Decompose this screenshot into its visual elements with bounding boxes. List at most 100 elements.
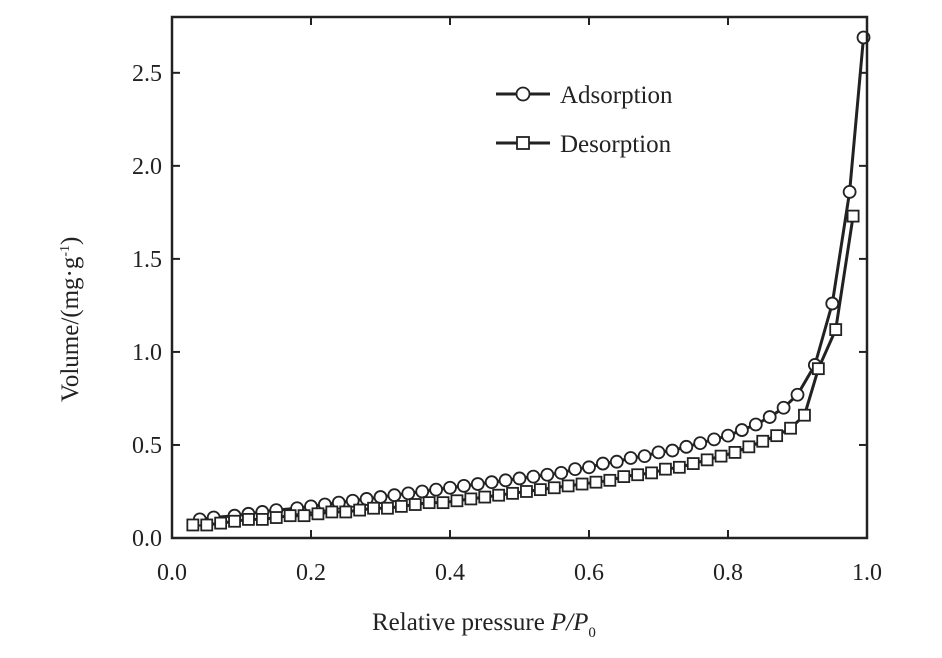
data-point-desorption (367, 501, 380, 515)
data-point-desorption (659, 462, 672, 476)
data-point-desorption (589, 475, 603, 489)
data-point-desorption (700, 453, 714, 467)
data-point-adsorption (582, 460, 596, 475)
data-point-adsorption (470, 477, 485, 491)
data-point-desorption (436, 496, 450, 510)
data-point-desorption (422, 496, 436, 510)
x-axis-title-text: Relative pressure (372, 609, 545, 636)
y-tick-label: 1.0 (132, 340, 162, 366)
y-tick-label: 0.0 (132, 526, 162, 552)
y-axis-title: Volume/(mg·g-1) (57, 237, 84, 402)
data-point-adsorption (596, 456, 610, 471)
data-point-adsorption (665, 443, 680, 458)
data-point-adsorption (540, 467, 555, 482)
x-tick-label: 0.6 (574, 560, 604, 586)
legend-label-desorption: Desorption (560, 131, 672, 158)
data-point-desorption (770, 429, 784, 443)
y-tick-label: 2.0 (132, 154, 162, 180)
data-point-adsorption (609, 454, 624, 469)
data-point-desorption (756, 434, 770, 448)
y-axis-title-superscript: -1 (58, 245, 73, 257)
x-tick-label: 0.8 (713, 560, 743, 586)
data-point-adsorption (443, 480, 457, 495)
data-point-adsorption (776, 400, 791, 415)
data-point-adsorption (415, 484, 430, 499)
data-point-desorption (478, 490, 492, 504)
data-point-desorption (242, 512, 255, 526)
data-point-adsorption (401, 486, 416, 501)
data-point-adsorption (825, 296, 840, 311)
data-point-adsorption (526, 469, 541, 484)
y-tick-label: 0.5 (132, 433, 162, 459)
x-tick-label: 0.4 (435, 560, 465, 586)
series-layer (186, 30, 871, 532)
data-point-adsorption (693, 436, 708, 451)
tick-labels: 0.0 0.2 0.4 0.6 0.8 1.0 0.0 0.5 1.0 1.5 2.0 2.5 (132, 61, 882, 586)
data-point-desorption (311, 507, 325, 521)
data-point-desorption (603, 473, 617, 487)
data-point-desorption (325, 505, 339, 519)
data-point-desorption (450, 494, 464, 508)
legend-item-desorption: Desorption (496, 131, 672, 158)
data-point-adsorption (679, 439, 694, 454)
data-point-desorption (464, 492, 478, 506)
data-point-desorption (728, 446, 742, 459)
data-point-desorption (829, 323, 843, 337)
data-point-desorption (381, 501, 394, 515)
data-point-desorption (339, 505, 353, 519)
data-point-desorption (561, 479, 575, 493)
data-point-desorption (714, 449, 728, 463)
data-point-adsorption (637, 449, 652, 464)
x-tick-label: 0.2 (296, 560, 326, 586)
x-axis-title-subscript: 0 (588, 625, 596, 641)
legend-marker-square (516, 136, 530, 150)
data-point-desorption (520, 485, 533, 498)
data-point-desorption (631, 468, 645, 482)
legend: Adsorption Desorption (496, 82, 673, 158)
data-point-adsorption (498, 473, 513, 488)
data-point-desorption (686, 457, 700, 470)
data-point-adsorption (735, 423, 749, 437)
data-point-desorption (533, 483, 547, 497)
x-axis-title-italic: P/P (550, 609, 589, 636)
data-point-desorption (742, 440, 756, 454)
x-tick-label: 1.0 (852, 560, 882, 586)
data-point-desorption (269, 511, 283, 524)
data-point-adsorption (721, 428, 735, 443)
data-point-desorption (811, 362, 825, 376)
data-point-desorption (506, 486, 519, 500)
data-point-desorption (186, 518, 200, 532)
data-point-adsorption (568, 462, 582, 477)
plot-frame (170, 15, 869, 540)
data-point-desorption (283, 509, 297, 523)
data-point-desorption (214, 516, 228, 530)
legend-item-adsorption: Adsorption (496, 82, 673, 109)
data-point-adsorption (842, 185, 857, 199)
data-point-adsorption (387, 488, 402, 503)
data-point-adsorption (623, 451, 638, 465)
data-point-desorption (297, 509, 311, 523)
data-point-desorption (228, 514, 241, 528)
data-point-desorption (353, 503, 367, 517)
data-point-adsorption (484, 475, 499, 490)
data-point-desorption (798, 408, 811, 422)
data-point-adsorption (512, 471, 527, 486)
data-point-desorption (617, 470, 631, 483)
x-axis-title: Relative pressure P/P0 (372, 609, 596, 641)
data-point-desorption (672, 460, 686, 474)
data-point-adsorption (651, 445, 666, 460)
y-tick-label: 2.5 (132, 61, 162, 87)
data-point-adsorption (748, 417, 763, 432)
legend-marker-circle (515, 86, 531, 102)
data-point-desorption (492, 488, 506, 502)
data-point-desorption (575, 477, 589, 491)
data-point-adsorption (429, 482, 444, 497)
data-point-desorption (200, 518, 214, 532)
data-point-desorption (784, 421, 797, 435)
data-point-desorption (645, 466, 658, 480)
data-point-desorption (408, 498, 422, 511)
data-point-desorption (394, 499, 408, 513)
data-point-desorption (547, 481, 561, 495)
y-axis-title-close: ) (57, 237, 84, 245)
